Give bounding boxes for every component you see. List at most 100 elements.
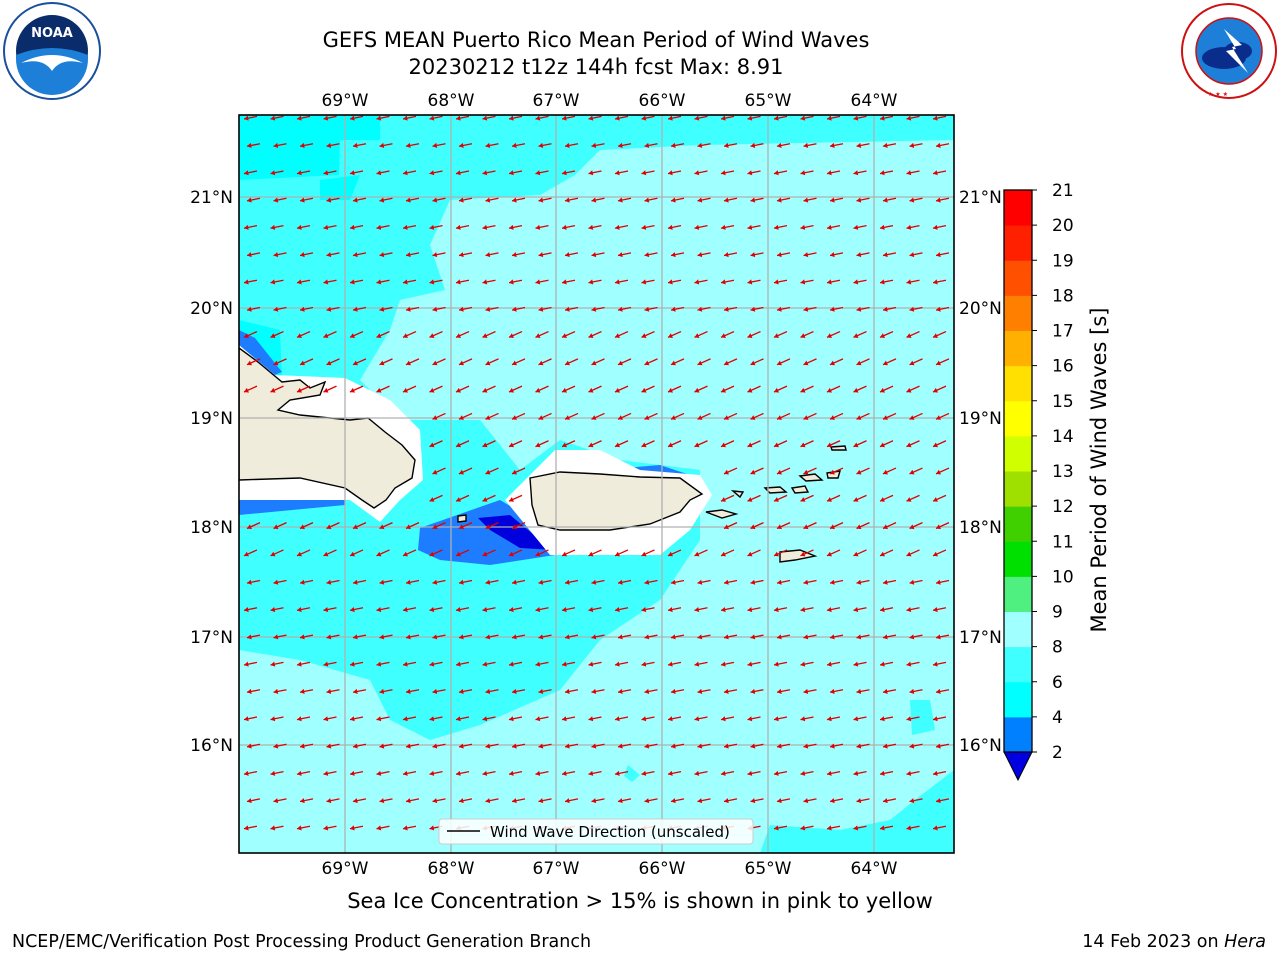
wind-wave-arrowhead xyxy=(880,442,885,448)
colorbar-extend-triangle xyxy=(1003,751,1033,782)
wind-wave-arrowhead xyxy=(270,661,276,667)
wind-wave-arrowhead xyxy=(774,387,779,393)
wind-wave-arrowhead xyxy=(273,743,279,749)
wind-wave-arrowhead xyxy=(456,607,461,613)
wind-wave-arrowhead xyxy=(247,306,252,312)
wind-wave-arrowhead xyxy=(750,415,756,420)
wind-wave-arrowhead xyxy=(774,224,779,230)
wind-wave-arrowhead xyxy=(350,825,355,831)
wind-wave-arrowhead xyxy=(459,798,464,804)
wind-wave-arrowhead xyxy=(512,142,517,148)
wind-wave-arrowhead xyxy=(883,524,888,530)
wind-wave-arrowhead xyxy=(827,497,832,502)
wind-wave-arrowhead xyxy=(724,743,729,749)
wind-wave-arrowhead xyxy=(827,661,832,667)
wind-wave-arrowhead xyxy=(697,798,703,804)
wind-wave-arrowhead xyxy=(300,142,305,148)
wind-wave-arrowhead xyxy=(459,634,464,640)
wind-wave-arrowhead xyxy=(724,688,729,694)
wind-wave-arrowhead xyxy=(244,224,249,230)
wind-wave-arrowhead xyxy=(883,743,888,749)
lon-label: 68°W xyxy=(428,91,475,111)
wind-wave-arrowhead xyxy=(429,825,435,831)
wind-wave-arrowhead xyxy=(588,115,594,121)
wind-wave-arrowhead xyxy=(906,279,912,285)
wind-wave-arrowhead xyxy=(403,607,408,613)
wind-wave-arrowhead xyxy=(618,415,623,420)
lon-labels-bottom: 69°W 68°W 67°W 66°W 65°W 64°W xyxy=(322,859,898,879)
wind-wave-arrowhead xyxy=(562,607,567,613)
wind-wave-arrowhead xyxy=(909,579,915,585)
wind-wave-arrowhead xyxy=(535,333,541,338)
land-masses xyxy=(239,347,847,563)
wind-wave-arrowhead xyxy=(535,607,541,613)
wind-wave-arrowhead xyxy=(379,688,385,694)
wind-wave-arrowhead xyxy=(273,306,279,312)
wind-wave-arrowhead xyxy=(323,551,329,557)
wind-wave-arrowhead xyxy=(482,607,488,613)
wind-wave-arrowhead xyxy=(747,661,753,667)
wind-wave-arrowhead xyxy=(326,142,332,148)
wind-wave-arrowhead xyxy=(247,634,252,640)
wind-wave-arrowhead xyxy=(883,360,888,366)
colorbar-bin xyxy=(1004,471,1032,507)
wind-wave-arrowhead xyxy=(403,224,408,230)
wind-wave-arrowhead xyxy=(456,224,461,230)
wind-wave-arrowhead xyxy=(774,497,779,502)
wind-wave-arrowhead xyxy=(906,442,912,448)
wind-wave-arrowhead xyxy=(803,197,809,203)
wind-wave-arrowhead xyxy=(936,579,941,585)
wind-wave-arrowhead xyxy=(618,579,623,585)
wind-wave-arrowhead xyxy=(615,716,620,722)
wind-wave-arrowhead xyxy=(641,607,647,613)
wind-wave-arrowhead xyxy=(376,661,382,667)
lon-label: 69°W xyxy=(322,91,369,111)
wind-wave-arrowhead xyxy=(376,279,382,285)
wind-wave-arrowhead xyxy=(273,688,279,694)
wind-wave-arrowhead xyxy=(721,716,726,722)
wind-wave-arrowhead xyxy=(750,524,756,530)
wind-wave-arrowhead xyxy=(509,333,514,338)
wind-wave-arrowhead xyxy=(697,415,703,420)
wind-wave-arrowhead xyxy=(830,360,835,366)
wind-wave-arrowhead xyxy=(777,798,782,804)
colorbar-bin xyxy=(1004,330,1032,367)
wind-wave-arrowhead xyxy=(774,115,779,121)
wind-wave-arrowhead xyxy=(353,524,358,530)
wind-wave-arrowhead xyxy=(456,115,461,121)
wind-wave-arrowhead xyxy=(591,798,597,804)
wind-wave-arrowhead xyxy=(406,743,411,749)
colorbar-bin xyxy=(1004,576,1032,612)
wind-wave-arrowhead xyxy=(565,142,570,148)
wind-wave-arrowhead xyxy=(774,442,779,448)
wind-wave-arrowhead xyxy=(909,360,915,366)
wind-wave-arrowhead xyxy=(485,469,491,475)
wind-wave-arrowhead xyxy=(827,770,832,776)
wind-wave-arrowhead xyxy=(379,579,385,585)
wind-wave-arrowhead xyxy=(273,524,279,530)
wind-wave-arrowhead xyxy=(485,688,491,694)
wind-wave-arrowhead xyxy=(459,524,464,530)
wind-wave-arrowhead xyxy=(432,688,438,694)
wind-wave-arrowhead xyxy=(482,551,488,557)
wind-wave-arrowhead xyxy=(750,306,756,312)
wind-wave-arrowhead xyxy=(856,469,862,475)
wind-wave-arrowhead xyxy=(244,115,249,121)
wind-wave-arrowhead xyxy=(618,142,623,148)
wind-wave-arrowhead xyxy=(827,279,832,285)
colorbar-bin xyxy=(1004,646,1032,683)
wind-wave-arrowhead xyxy=(909,142,915,148)
lat-labels-left: 21°N 20°N 19°N 18°N 17°N 16°N xyxy=(190,188,233,756)
colorbar-tick-label: 21 xyxy=(1052,181,1074,201)
wind-wave-arrowhead xyxy=(830,197,835,203)
wind-wave-arrowhead xyxy=(800,115,806,121)
wind-wave-arrowhead xyxy=(618,197,623,203)
wind-wave-arrowhead xyxy=(562,661,567,667)
wind-wave-arrowhead xyxy=(353,798,358,804)
wind-wave-arrowhead xyxy=(694,551,700,557)
wind-wave-arrowhead xyxy=(747,387,753,393)
wind-wave-arrowhead xyxy=(270,607,276,613)
wind-wave-arrowhead xyxy=(668,607,673,613)
wind-wave-arrowhead xyxy=(747,497,753,502)
wind-wave-arrowhead xyxy=(694,661,700,667)
